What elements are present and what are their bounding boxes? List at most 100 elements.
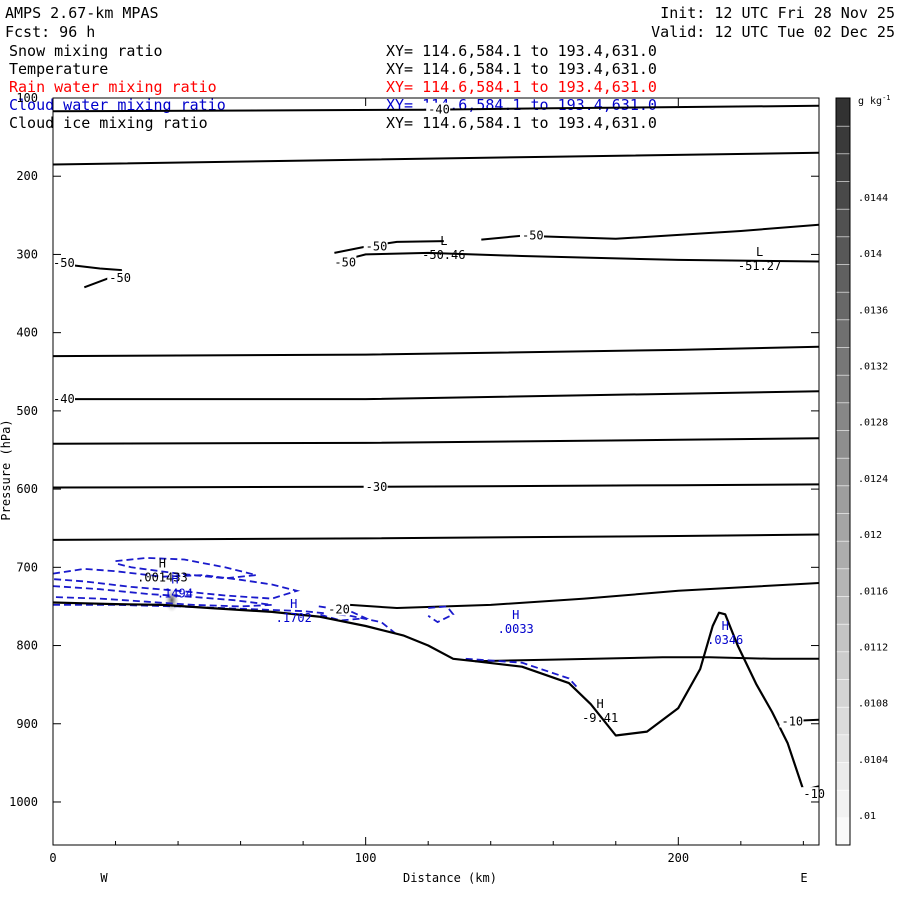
colorbar-tick-label: .0128: [858, 418, 888, 429]
contour-label: -50: [522, 229, 544, 243]
colorbar-bin: [835, 512, 851, 542]
field-legend-name: Temperature: [9, 60, 108, 78]
contour-label-bg: [332, 255, 357, 269]
colorbar-bin: [835, 457, 851, 487]
contour-label: -30: [366, 480, 388, 494]
colorbar-bin: [835, 595, 851, 625]
field-legend-range: XY= 114.6,584.1 to 193.4,631.0: [386, 60, 657, 78]
colorbar-bin: [835, 651, 851, 680]
temperature-contour: [53, 390, 819, 401]
colorbar-tick-label: .0104: [858, 755, 888, 766]
colorbar-bin: [835, 429, 851, 459]
temperature-contour: [334, 251, 819, 264]
colorbar: g kg-1 .01 .0104 .0108 .0112 .0116 .012 .0124.…: [835, 94, 891, 846]
cloud-water-contour: [465, 657, 579, 690]
colorbar-bin: [835, 734, 851, 763]
field-legend-range: XY= 114.6,584.1 to 193.4,631.0: [386, 114, 657, 132]
y-tick-label: 100: [16, 91, 38, 105]
colorbar-tick-label: .014: [858, 249, 882, 260]
field-legend-name: Cloud ice mixing ratio: [9, 114, 208, 132]
extremum-value: -9.41: [582, 711, 618, 725]
colorbar-bin: [835, 678, 851, 708]
contour-label: -10: [803, 787, 825, 801]
temperature-contour: [53, 437, 819, 445]
cloud-water-contour: [427, 605, 455, 624]
terrain-line: [53, 601, 819, 792]
init-time: Init: 12 UTC Fri 28 Nov 25: [660, 4, 895, 22]
colorbar-bin: [835, 374, 851, 404]
colorbar-bin: [835, 125, 851, 155]
contour-label: -10: [781, 714, 803, 728]
extremum-marker: H: [290, 597, 297, 611]
y-tick-label: 300: [16, 247, 38, 261]
temperature-contour: [53, 104, 819, 113]
contour-label-bg: [519, 228, 544, 242]
contour-label: -50: [334, 255, 356, 269]
extremum-value: .1702: [276, 611, 312, 625]
colorbar-bin: [835, 153, 851, 182]
colorbar-bin: [835, 789, 851, 819]
colorbar-bin: [835, 208, 851, 238]
y-tick-label: 900: [16, 717, 38, 731]
plot-area: -40-50-50-50-50-50-40-30-20-10-10L-50.46…: [51, 97, 826, 846]
colorbar-bin: [835, 180, 851, 210]
contour-label: -20: [328, 603, 350, 617]
colorbar-bin: [835, 706, 851, 736]
colorbar-tick-label: .0116: [858, 586, 888, 597]
colorbar-tick-label: .01: [858, 811, 876, 822]
colorbar-frame: [835, 97, 851, 846]
extremum-value: .0346: [707, 633, 743, 647]
contour-label-bg: [107, 270, 132, 284]
colorbar-tick-label: .0132: [858, 362, 888, 373]
y-tick-label: 800: [16, 639, 38, 653]
extremum-value: -50.46: [422, 248, 465, 262]
colorbar-bin: [835, 263, 851, 293]
y-tick-label: 600: [16, 482, 38, 496]
colorbar-unit: g kg-1: [858, 94, 891, 107]
colorbar-bin: [835, 97, 851, 127]
colorbar-bin: [835, 319, 851, 348]
x-tick-label: 200: [667, 851, 689, 865]
extremum-marker: H: [512, 608, 519, 622]
colorbar-tick-label: .0124: [858, 474, 888, 485]
extremum-marker: L: [440, 234, 447, 248]
temperature-contour: [481, 223, 819, 241]
x-axis-label: Distance (km): [403, 871, 497, 885]
temperature-contour: [53, 533, 819, 541]
cloud-water-contour: [53, 567, 301, 600]
contour-label: -40: [428, 103, 450, 117]
east-label: E: [800, 871, 807, 885]
colorbar-tick-label: .0144: [858, 193, 888, 204]
field-legend-name: Rain water mixing ratio: [9, 78, 217, 96]
contour-label-bg: [426, 102, 451, 116]
colorbar-bin: [835, 485, 851, 514]
contour-label: -50: [53, 256, 75, 270]
extremum-value: .0033: [498, 622, 534, 636]
temperature-contour: [53, 483, 819, 489]
field-legend-name: Snow mixing ratio: [9, 42, 163, 60]
forecast-hour: Fcst: 96 h: [5, 23, 95, 41]
colorbar-tick-label: .0108: [858, 699, 888, 710]
colorbar-bin: [835, 291, 851, 321]
colorbar-bin: [835, 346, 851, 376]
valid-time: Valid: 12 UTC Tue 02 Dec 25: [651, 23, 895, 41]
colorbar-tick-label: .0136: [858, 305, 888, 316]
colorbar-tick-label: .0112: [858, 642, 888, 653]
colorbar-bin: [835, 540, 851, 570]
contour-label-bg: [779, 714, 804, 728]
colorbar-bin: [835, 761, 851, 791]
extremum-marker: L: [756, 245, 763, 259]
x-tick-label: 0: [49, 851, 56, 865]
cloud-water-contour: [53, 585, 273, 608]
extremum-value: .1494: [157, 587, 193, 601]
colorbar-bin: [835, 817, 851, 846]
y-tick-label: 200: [16, 169, 38, 183]
colorbar-unit-base: g kg: [858, 96, 882, 107]
y-axis-label: Pressure (hPa): [0, 419, 13, 520]
plot-frame: [52, 97, 820, 846]
field-legend-range: XY= 114.6,584.1 to 193.4,631.0: [386, 78, 657, 96]
colorbar-bin: [835, 568, 851, 597]
temperature-contour: [475, 656, 819, 663]
temperature-contour: [53, 345, 819, 358]
